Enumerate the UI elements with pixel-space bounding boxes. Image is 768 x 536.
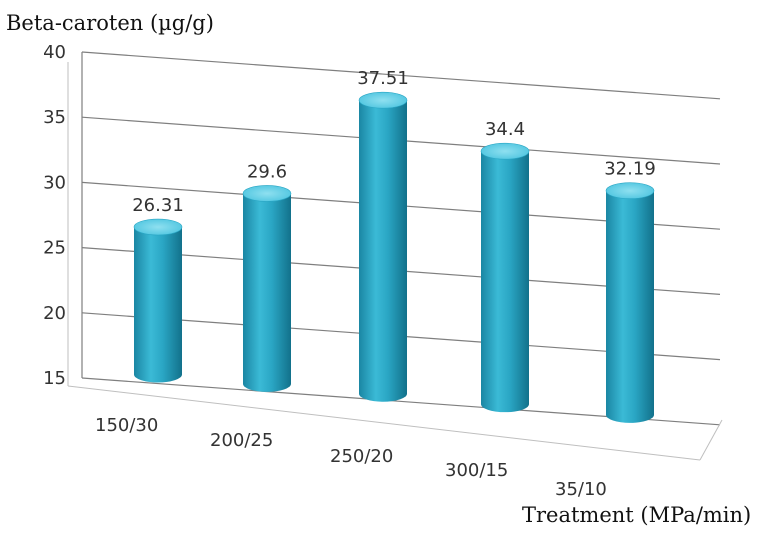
y-tick-label: 25 — [43, 238, 66, 259]
gridline — [81, 51, 721, 100]
x-tick-label: 150/30 — [95, 415, 158, 436]
y-axis-ticks: 15 20 25 30 35 40 — [43, 42, 66, 389]
y-tick-label: 20 — [43, 303, 66, 324]
floor-front-edge — [67, 385, 701, 461]
x-axis-categories: 150/30 200/25 250/20 300/15 35/10 — [95, 415, 607, 500]
x-tick-label: 300/15 — [445, 460, 508, 481]
bar-top — [480, 142, 530, 160]
x-axis-title: Treatment (MPa/min) — [522, 503, 751, 527]
x-tick-label: 35/10 — [555, 479, 607, 500]
bar-top — [605, 182, 655, 200]
bar — [243, 193, 291, 392]
data-label: 29.6 — [247, 161, 287, 182]
bar — [606, 190, 654, 423]
y-axis-title: Beta-caroten (µg/g) — [6, 11, 214, 35]
data-label: 34.4 — [485, 119, 525, 140]
bar-top — [358, 91, 408, 109]
bar — [481, 151, 529, 413]
bar-top — [242, 185, 292, 202]
bar — [134, 227, 182, 383]
y-tick-label: 15 — [43, 368, 66, 389]
plot-walls — [67, 52, 723, 461]
data-labels: 26.31 29.6 37.51 34.4 32.19 — [132, 68, 656, 216]
data-label: 32.19 — [604, 159, 656, 180]
bars — [133, 91, 655, 423]
y-tick-label: 35 — [43, 107, 66, 128]
y-tick-label: 40 — [43, 42, 66, 63]
data-label: 26.31 — [132, 195, 184, 216]
bar-top — [133, 218, 183, 236]
floor-right-edge — [699, 419, 723, 461]
x-tick-label: 200/25 — [210, 430, 273, 451]
x-tick-label: 250/20 — [330, 446, 393, 467]
data-label: 37.51 — [357, 68, 409, 89]
bar — [359, 100, 407, 402]
y-tick-label: 30 — [43, 172, 66, 193]
